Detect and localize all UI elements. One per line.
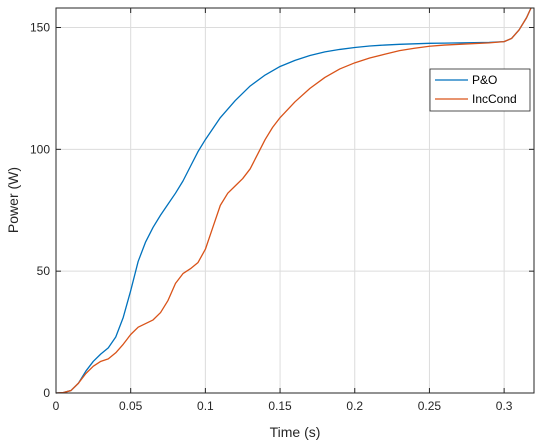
ticks <box>55 8 534 394</box>
series-line-0 <box>55 7 532 394</box>
x-tick-label: 0.25 <box>418 399 442 413</box>
y-tick-label: 150 <box>30 20 50 34</box>
x-tick-label: 0.3 <box>496 399 513 413</box>
x-tick-label: 0 <box>53 399 60 413</box>
legend-label-po: P&O <box>472 73 497 87</box>
y-axis-label: Power (W) <box>5 167 21 233</box>
y-tick-label: 0 <box>43 386 50 400</box>
series-line-1 <box>55 7 532 394</box>
plot-background <box>56 8 534 393</box>
x-tick-label: 0.2 <box>346 399 363 413</box>
x-tick-label: 0.1 <box>197 399 214 413</box>
x-tick-label: 0.05 <box>119 399 143 413</box>
legend-label-inccond: IncCond <box>472 92 517 106</box>
legend-box <box>429 68 531 112</box>
plot-border <box>55 7 535 394</box>
x-tick-label: 0.15 <box>268 399 292 413</box>
y-tick-label: 100 <box>30 142 50 156</box>
y-tick-label: 50 <box>37 264 51 278</box>
series-layer <box>55 7 532 394</box>
legend: P&O IncCond <box>429 68 531 112</box>
x-axis-label: Time (s) <box>270 424 321 440</box>
tick-labels: 0 0.05 0.1 0.15 0.2 0.25 0.3 0 50 100 150 <box>30 20 513 413</box>
